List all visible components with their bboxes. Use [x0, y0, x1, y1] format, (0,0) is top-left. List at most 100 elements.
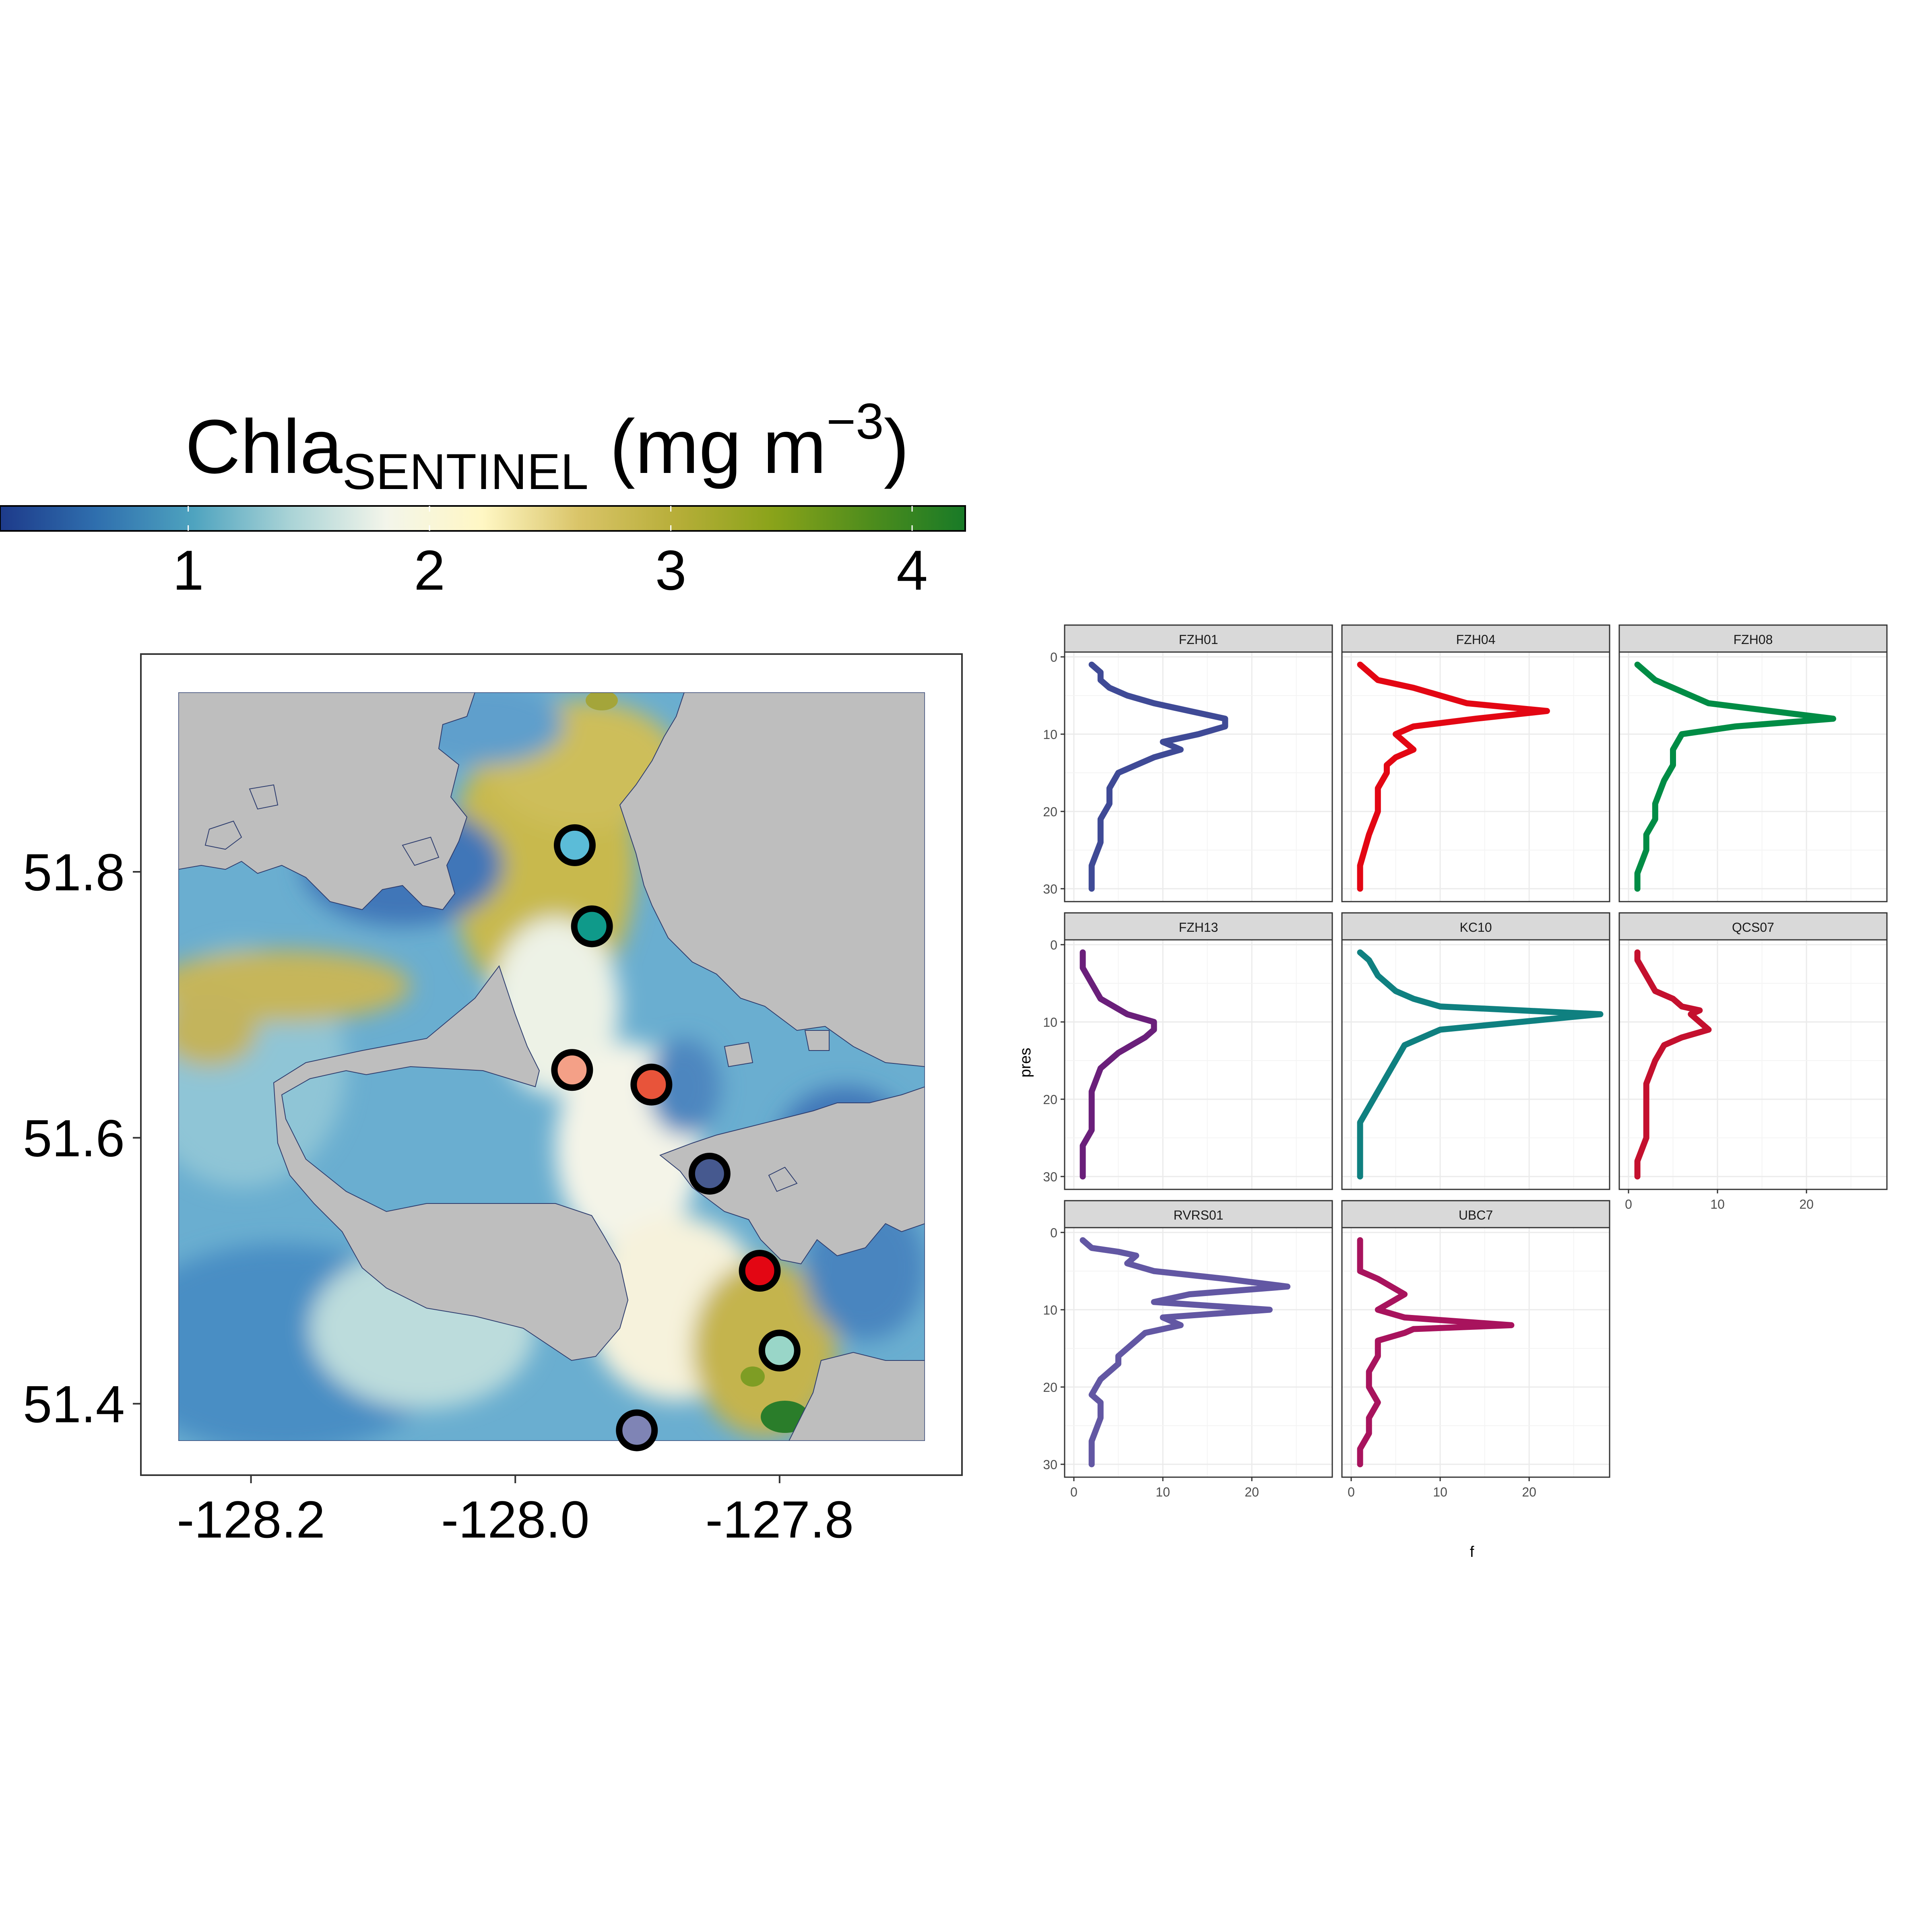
islet-5 [724, 1042, 753, 1067]
facet-x-tick-label: 20 [1799, 1197, 1814, 1212]
facet-y-tick-label: 20 [1043, 805, 1057, 819]
profile-line [1080, 949, 1157, 1180]
facet-x-tick-label: 0 [1348, 1485, 1355, 1499]
profile-line [1357, 1237, 1515, 1468]
facet-plot-area [1065, 1228, 1332, 1477]
facet-strip-label: FZH13 [1179, 920, 1218, 935]
station-marker[interactable] [630, 1063, 673, 1106]
facet-panel: QCS07 0 10 20 [1618, 912, 1888, 1212]
facet-x-tick-label: 20 [1245, 1485, 1259, 1499]
facet-panel: UBC7 0 10 20 [1341, 1200, 1610, 1499]
colorbar-title-subscript: SENTINEL [343, 444, 588, 500]
facet-strip [1064, 624, 1333, 653]
facet-panel: RVRS01 0 10 20 30 0 10 20 [1043, 1200, 1333, 1499]
facet-y-tick-label: 10 [1043, 1015, 1057, 1030]
profile-line [1634, 661, 1836, 892]
map-x-tick-label: -128.2 [177, 1490, 325, 1549]
facet-border [1618, 939, 1888, 1190]
colorbar-title-close: ) [884, 404, 909, 489]
colorbar-title-unit: (mg m [588, 404, 826, 489]
station-marker[interactable] [571, 905, 613, 947]
facet-y-tick-label: 0 [1050, 650, 1057, 665]
facet-strip-label: RVRS01 [1174, 1208, 1224, 1222]
profile-line [1634, 949, 1712, 1180]
facet-x-tick-label: 10 [1710, 1197, 1725, 1212]
colorbar-title-superscript: −3 [826, 394, 884, 450]
station-markers [551, 824, 801, 1451]
facet-y-tick-label: 20 [1043, 1092, 1057, 1107]
facet-y-tick-label: 30 [1043, 1457, 1057, 1472]
land-central-island [273, 965, 629, 1361]
facet-panel: FZH04 [1341, 624, 1610, 902]
facet-y-tick-label: 0 [1050, 938, 1057, 952]
facet-border [1341, 651, 1610, 902]
facet-x-tick-label: 10 [1156, 1485, 1170, 1499]
map-x-tick-label: -128.0 [441, 1490, 590, 1549]
station-marker[interactable] [616, 1409, 658, 1451]
land-northeast [619, 692, 925, 1067]
facet-x-tick-label: 0 [1070, 1485, 1077, 1499]
facet-y-axis-label: pres [1017, 1048, 1034, 1077]
facet-y-tick-label: 30 [1043, 1170, 1057, 1184]
facet-x-tick-label: 0 [1625, 1197, 1632, 1212]
facet-panel: FZH08 [1618, 624, 1888, 902]
facet-plot-area [1619, 940, 1887, 1189]
islet-1 [204, 820, 242, 850]
chlorophyll-raster [178, 692, 925, 1441]
facet-plot-area [1619, 652, 1887, 902]
station-marker[interactable] [688, 1152, 731, 1195]
facet-panel: FZH13 0 10 20 30 [1043, 912, 1333, 1190]
profile-line [1357, 661, 1550, 892]
facet-panel: KC10 [1341, 912, 1610, 1190]
islet-4 [804, 1030, 830, 1051]
facet-strip-label: FZH01 [1179, 632, 1218, 647]
facet-border [1341, 939, 1610, 1190]
facet-border [1064, 1227, 1333, 1478]
colorbar-gradient [0, 505, 966, 532]
facet-border [1618, 651, 1888, 902]
facet-x-tick-label: 10 [1433, 1485, 1447, 1499]
facet-strip-label: QCS07 [1732, 920, 1774, 935]
colorbar-tick-label: 1 [173, 539, 204, 602]
facet-x-tick-label: 20 [1522, 1485, 1536, 1499]
facet-plot-area [1065, 652, 1332, 902]
map-y-tick-label: 51.4 [23, 1375, 125, 1433]
colorbar-tick-label: 2 [414, 539, 445, 602]
facet-y-tick-label: 30 [1043, 882, 1057, 896]
map-x-tick-label: -127.8 [706, 1490, 854, 1549]
islet-2 [249, 784, 279, 810]
facet-y-tick-label: 10 [1043, 727, 1057, 742]
station-marker[interactable] [551, 1049, 593, 1091]
facet-border [1064, 651, 1333, 902]
facet-y-tick-label: 20 [1043, 1380, 1057, 1395]
colorbar-ticks: 1 2 3 4 [173, 506, 928, 602]
facet-strip-label: FZH08 [1734, 632, 1773, 647]
profile-line [1357, 949, 1604, 1180]
facet-plot-area [1342, 1228, 1610, 1477]
facet-strip-label: UBC7 [1459, 1208, 1493, 1222]
facet-strip [1618, 912, 1888, 941]
colorbar-title-main: Chla [185, 404, 343, 489]
land-east-shore [659, 1086, 925, 1265]
station-marker[interactable] [758, 1329, 801, 1372]
facet-strip [1341, 624, 1610, 653]
map-y-tick-label: 51.8 [23, 843, 125, 902]
facet-y-tick-label: 0 [1050, 1226, 1057, 1240]
islet-6 [768, 1166, 798, 1192]
colorbar-title: ChlaSENTINEL (mg m−3) [185, 394, 909, 500]
map-axes: -128.2 -128.0 -127.8 51.8 51.6 51.4 [23, 843, 854, 1549]
station-marker[interactable] [553, 824, 596, 866]
facet-border [1064, 939, 1333, 1190]
facet-strip [1064, 912, 1333, 941]
map-y-tick-label: 51.6 [23, 1109, 125, 1168]
land-masses [178, 692, 925, 1441]
facet-strip [1618, 624, 1888, 653]
land-southeast [788, 1352, 925, 1441]
profile-line [1080, 1237, 1291, 1468]
facet-border [1341, 1227, 1610, 1478]
facet-strip [1064, 1200, 1333, 1228]
facet-strip-label: KC10 [1459, 920, 1492, 935]
facet-panel: FZH01 0 10 20 30 [1043, 624, 1333, 902]
station-marker[interactable] [739, 1250, 781, 1292]
